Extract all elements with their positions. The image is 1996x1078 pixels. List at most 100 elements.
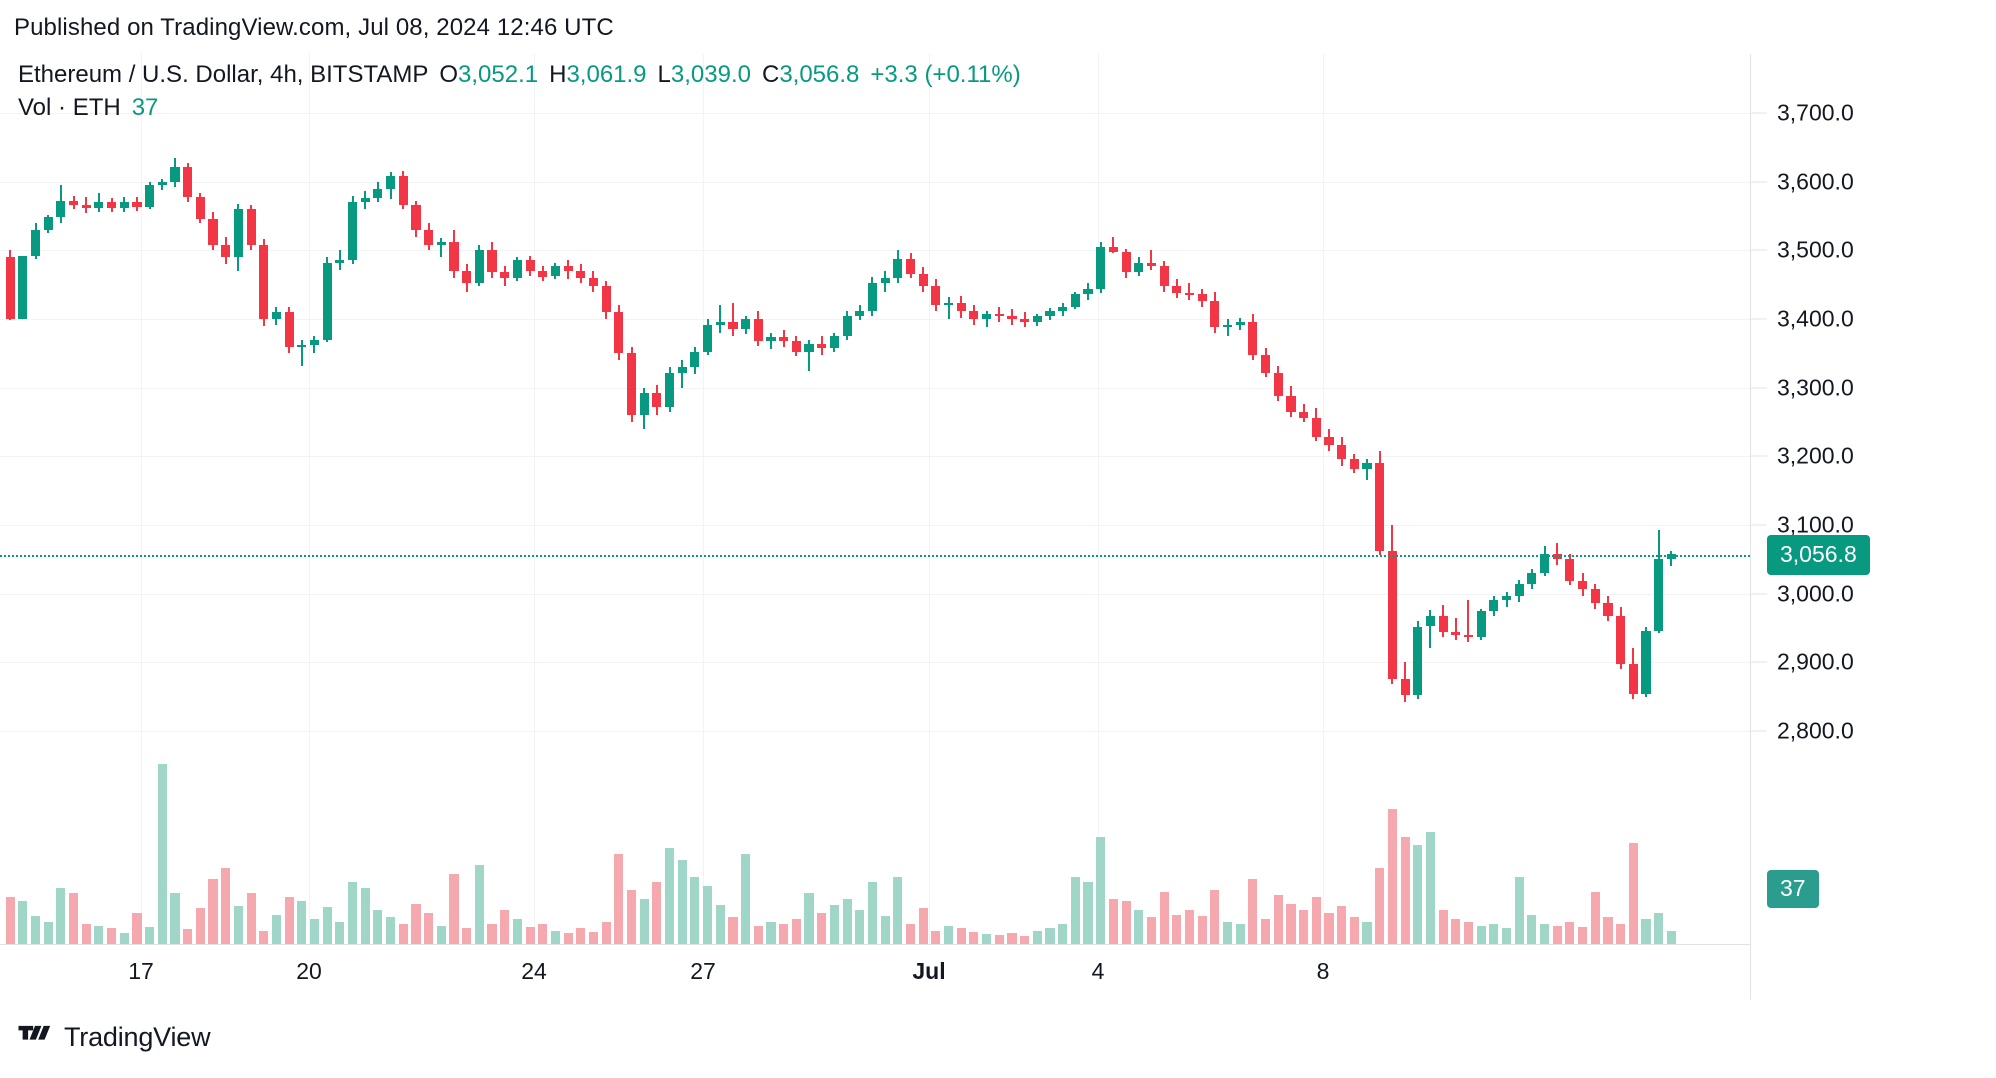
candlestick	[614, 54, 624, 944]
candlestick	[1045, 54, 1055, 944]
legend-volume-label: Vol · ETH	[18, 94, 121, 121]
volume-bar	[411, 903, 421, 944]
candle-body	[1134, 262, 1144, 273]
candle-body	[1248, 321, 1258, 355]
candle-body	[1020, 319, 1030, 322]
candle-body	[424, 229, 434, 245]
candle-body	[512, 260, 522, 278]
price-axis-tick	[1751, 661, 1767, 663]
volume-bar	[1197, 915, 1207, 944]
volume-bar	[1172, 914, 1182, 944]
volume-bar	[195, 908, 205, 944]
volume-bar	[1603, 917, 1613, 944]
candlestick	[221, 54, 231, 944]
candle-body	[1311, 417, 1321, 438]
volume-bar	[1210, 890, 1220, 944]
candlestick	[297, 54, 307, 944]
candle-body	[817, 343, 827, 348]
candlestick	[829, 54, 839, 944]
price-axis-label: 3,700.0	[1777, 99, 1854, 126]
volume-bar	[994, 935, 1004, 944]
candlestick	[462, 54, 472, 944]
candlestick	[1210, 54, 1220, 944]
volume-bar	[1578, 927, 1588, 944]
candlestick	[1578, 54, 1588, 944]
volume-bar	[424, 912, 434, 944]
candlestick	[1590, 54, 1600, 944]
volume-bar	[918, 908, 928, 944]
volume-bar	[512, 919, 522, 944]
candle-body	[1641, 630, 1651, 694]
volume-bar	[309, 919, 320, 944]
volume-bar	[817, 912, 827, 944]
volume-bar	[931, 930, 941, 944]
candle-body	[1387, 551, 1397, 679]
candle-body	[360, 198, 370, 203]
legend-symbol-title: Ethereum / U.S. Dollar, 4h, BITSTAMP	[18, 61, 429, 88]
candlestick	[1311, 54, 1321, 944]
time-axis[interactable]: 17 20 24 27 Jul 4 8	[0, 944, 1750, 1001]
candlestick	[1628, 54, 1638, 944]
candle-body	[233, 209, 243, 258]
candlestick	[1451, 54, 1461, 944]
price-axis[interactable]: 3,700.0 3,600.0 3,500.0 3,400.0 3,300.0 3,200…	[1750, 54, 1996, 1000]
candlestick	[1159, 54, 1169, 944]
last-price-dotted-line	[0, 554, 1750, 557]
candlestick	[195, 54, 205, 944]
chart-plot-area[interactable]	[0, 54, 1750, 944]
candlestick	[487, 54, 497, 944]
candlestick	[1261, 54, 1271, 944]
candle-wick	[808, 339, 811, 371]
candle-body	[601, 286, 611, 313]
candle-body	[284, 312, 294, 347]
volume-bar	[791, 919, 801, 944]
candlestick	[1286, 54, 1296, 944]
candle-body	[1299, 412, 1309, 418]
candlestick	[842, 54, 852, 944]
volume-bar	[703, 885, 713, 944]
candle-wick	[1150, 250, 1153, 270]
candlestick	[5, 54, 15, 944]
candle-body	[943, 302, 954, 306]
candlestick	[1375, 54, 1385, 944]
candlestick	[1641, 54, 1651, 944]
candle-body	[145, 184, 155, 207]
legend-symbol-row[interactable]: Ethereum / U.S. Dollar, 4h, BITSTAMP O 3,0…	[18, 58, 1021, 92]
candle-body	[411, 205, 421, 230]
grid-line-horizontal	[0, 387, 1750, 389]
time-axis-label: 20	[296, 958, 322, 984]
candle-body	[982, 313, 992, 320]
legend-close-value: 3,056.8	[779, 61, 860, 88]
candle-wick	[97, 192, 100, 212]
legend-volume-row[interactable]: Vol · ETH 37	[18, 92, 1021, 124]
candle-body	[690, 352, 700, 368]
candlestick	[132, 54, 142, 944]
candle-body	[43, 217, 53, 230]
candlestick	[183, 54, 193, 944]
candlestick	[1552, 54, 1562, 944]
candlestick	[309, 54, 320, 944]
legend-open-label: O	[439, 61, 459, 88]
candlestick	[1083, 54, 1093, 944]
candlestick	[1527, 54, 1537, 944]
candle-body	[804, 343, 814, 352]
candlestick	[1501, 54, 1512, 944]
candle-wick	[719, 305, 722, 333]
candle-body	[588, 277, 599, 287]
legend-low-value: 3,039.0	[670, 61, 751, 88]
volume-bar	[1286, 903, 1296, 944]
candle-body	[1489, 600, 1499, 612]
candle-wick	[1112, 236, 1115, 254]
candle-body	[94, 202, 104, 208]
volume-bar	[1134, 910, 1144, 944]
candlestick	[1387, 54, 1397, 944]
candlestick	[817, 54, 827, 944]
candle-wick	[731, 302, 734, 336]
volume-bar	[145, 927, 155, 944]
candlestick	[880, 54, 890, 944]
time-axis-label: 27	[690, 958, 716, 984]
candlestick	[1108, 54, 1118, 944]
volume-bar	[81, 923, 91, 944]
legend-high-label: H	[549, 61, 567, 88]
volume-bar	[246, 893, 256, 944]
